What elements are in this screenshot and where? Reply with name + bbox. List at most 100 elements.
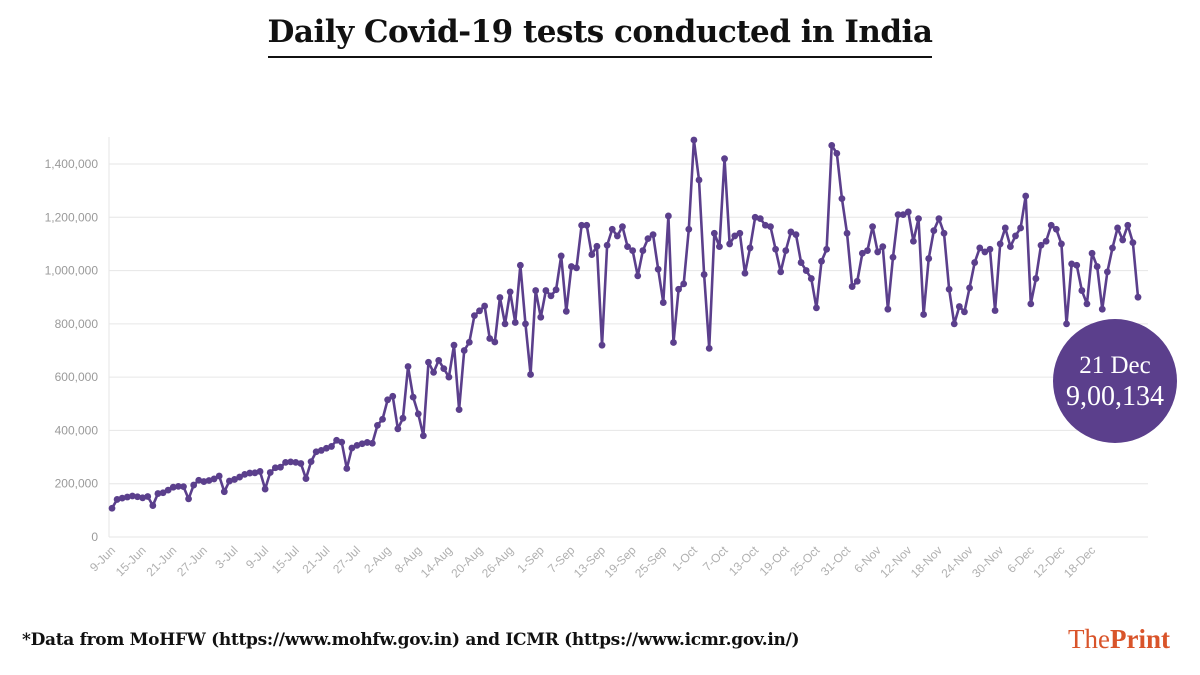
data-point xyxy=(981,248,989,256)
data-point xyxy=(971,259,979,266)
chart-title: Daily Covid-19 tests conducted in India xyxy=(267,14,933,58)
data-point xyxy=(1078,287,1086,294)
data-point xyxy=(833,149,841,157)
data-point xyxy=(613,232,621,240)
data-point xyxy=(619,223,626,231)
data-point xyxy=(399,414,407,422)
data-point xyxy=(930,227,938,235)
data-point xyxy=(853,277,861,285)
data-point xyxy=(471,312,478,319)
data-point xyxy=(118,494,126,502)
data-point xyxy=(670,339,677,346)
data-point xyxy=(1103,268,1111,276)
data-point xyxy=(159,489,167,497)
data-point xyxy=(802,267,810,274)
data-point xyxy=(425,358,432,366)
data-point xyxy=(552,286,560,294)
data-point xyxy=(935,215,943,223)
data-point xyxy=(409,393,417,401)
data-point xyxy=(583,221,591,229)
data-point xyxy=(430,368,437,376)
data-point xyxy=(578,221,586,229)
data-point xyxy=(823,245,831,253)
data-point xyxy=(1088,249,1096,257)
data-point xyxy=(700,271,708,278)
data-point xyxy=(736,229,744,237)
data-point xyxy=(777,268,785,276)
data-point xyxy=(629,247,637,254)
data-point xyxy=(858,249,866,257)
data-point xyxy=(154,490,162,497)
y-axis-ticks: 0 200,000 400,000 600,000 800,000 1,000,000 1,… xyxy=(45,157,99,544)
data-point xyxy=(680,280,688,288)
x-tick-label: 14-Aug xyxy=(418,543,455,580)
data-point xyxy=(751,213,759,221)
y-tick-label: 1,400,000 xyxy=(45,157,99,171)
data-point xyxy=(1068,260,1076,268)
data-point xyxy=(598,341,606,349)
data-point xyxy=(1083,300,1091,308)
data-point xyxy=(343,465,351,472)
data-point xyxy=(716,243,723,250)
data-point xyxy=(705,344,713,352)
data-point xyxy=(756,215,764,223)
data-point xyxy=(353,441,361,449)
data-point xyxy=(358,440,366,448)
theprint-logo[interactable]: ThePrint xyxy=(1068,624,1170,654)
data-point xyxy=(1063,320,1070,328)
x-tick-label: 18-Nov xyxy=(908,543,945,580)
data-point xyxy=(966,284,973,292)
data-point xyxy=(1058,240,1065,248)
x-tick-label: 26-Aug xyxy=(479,543,516,580)
x-tick-label: 25-Oct xyxy=(787,543,823,579)
data-point xyxy=(608,225,616,233)
data-point xyxy=(1017,224,1024,232)
data-point xyxy=(920,311,928,318)
data-point xyxy=(1022,192,1030,200)
data-point xyxy=(884,305,892,313)
data-point xyxy=(348,444,356,452)
data-point xyxy=(450,341,458,349)
data-point xyxy=(1042,237,1050,245)
data-point xyxy=(322,444,330,452)
gridlines xyxy=(108,137,1148,538)
data-point xyxy=(813,304,820,312)
data-point xyxy=(226,477,233,485)
data-point xyxy=(685,225,693,233)
data-point xyxy=(1109,244,1116,252)
data-point xyxy=(838,195,846,203)
data-point xyxy=(945,285,953,293)
data-point xyxy=(292,459,300,466)
data-point xyxy=(511,319,519,326)
y-tick-label: 200,000 xyxy=(55,477,99,491)
data-point xyxy=(996,240,1004,248)
data-point xyxy=(889,253,897,261)
data-point xyxy=(899,211,907,219)
data-point xyxy=(731,232,739,240)
data-point xyxy=(792,231,800,239)
data-point xyxy=(445,373,453,381)
y-tick-label: 600,000 xyxy=(55,370,99,384)
data-point xyxy=(236,473,244,481)
data-point xyxy=(261,485,269,493)
x-tick-label: 25-Sep xyxy=(632,543,669,580)
data-point xyxy=(797,259,805,266)
x-tick-label: 20-Aug xyxy=(448,543,485,580)
data-point xyxy=(721,155,728,163)
data-point xyxy=(256,468,264,475)
data-point xyxy=(516,261,524,269)
data-point xyxy=(195,476,203,484)
data-point xyxy=(506,288,514,296)
x-tick-label: 31-Oct xyxy=(818,543,854,579)
data-point xyxy=(940,229,948,237)
data-point xyxy=(220,488,228,496)
data-point xyxy=(368,439,376,447)
source-note: *Data from MoHFW (https://www.mohfw.gov.… xyxy=(22,630,800,650)
data-point xyxy=(389,392,397,400)
data-point xyxy=(455,406,463,414)
data-point xyxy=(562,307,570,315)
x-tick-label: 19-Oct xyxy=(757,543,793,579)
data-point xyxy=(869,223,876,231)
